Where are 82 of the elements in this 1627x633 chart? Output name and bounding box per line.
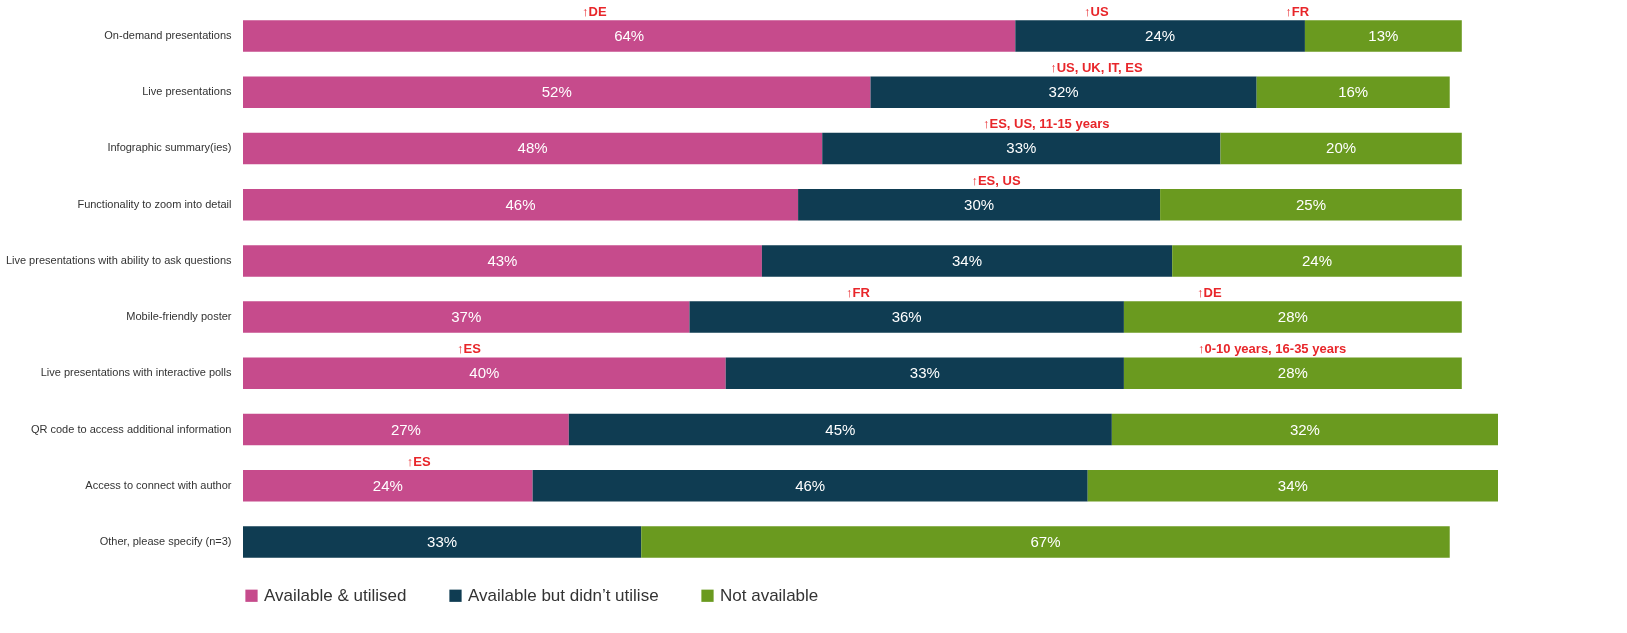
bar	[1172, 245, 1462, 277]
annotation: ↑0-10 years, 16-35 years	[1198, 341, 1347, 357]
y-tick-label: On-demand presentations	[104, 28, 232, 41]
bar	[761, 245, 1173, 277]
data-label: 27%	[390, 420, 421, 438]
y-tick-label: Live presentations with ability to ask questions	[5, 253, 232, 266]
data-label: 33%	[909, 364, 940, 382]
data-label: 34%	[952, 251, 983, 269]
bar	[243, 470, 533, 502]
data-label: 24%	[372, 476, 403, 494]
data-label: 43%	[487, 251, 518, 269]
data-label: 34%	[1277, 476, 1308, 494]
annotation: ↑DE	[582, 3, 608, 19]
bar	[1304, 20, 1462, 52]
data-label: 37%	[451, 308, 482, 326]
data-label: 46%	[505, 195, 536, 213]
bar	[641, 526, 1450, 558]
data-label: 24%	[1301, 251, 1333, 269]
annotation: ↑FR	[846, 285, 871, 301]
data-label: 32%	[1048, 83, 1079, 101]
bar	[243, 357, 726, 390]
legend-label: Available but didn’t utilise	[468, 585, 659, 605]
bar	[1220, 132, 1462, 165]
data-label: 25%	[1295, 195, 1326, 213]
annotation: ↑ES, US, 11-15 years	[982, 116, 1110, 132]
y-tick-label: Access to connect with author	[85, 478, 232, 491]
data-label: 67%	[1030, 533, 1061, 551]
bar	[243, 20, 1016, 52]
data-label: 33%	[1006, 139, 1037, 157]
annotation: ↑ES	[456, 341, 482, 357]
bar	[243, 188, 799, 221]
data-label: 33%	[427, 533, 458, 551]
bar	[1087, 470, 1498, 502]
legend-label: Available & utilised	[264, 585, 407, 605]
bar	[532, 470, 1088, 502]
annotation: ↑DE	[1197, 285, 1222, 301]
bar	[1160, 188, 1462, 221]
y-tick-label: Live presentations with interactive polls	[40, 366, 232, 379]
data-label: 24%	[1145, 26, 1176, 44]
data-label: 20%	[1326, 139, 1357, 157]
bar	[1015, 20, 1305, 52]
y-tick-label: Other, please specify (n=3)	[99, 535, 232, 548]
bar	[243, 132, 823, 165]
annotation: ↑ES	[406, 453, 431, 469]
bar	[568, 413, 1112, 446]
y-tick-label: Mobile-friendly poster	[126, 310, 232, 323]
bar	[1256, 76, 1450, 108]
data-label: 64%	[614, 26, 645, 44]
bar	[870, 76, 1257, 108]
bar	[1123, 301, 1462, 333]
bar	[1123, 357, 1462, 390]
bar	[689, 301, 1124, 333]
bar	[243, 413, 569, 446]
y-tick-label: Live presentations	[142, 85, 232, 98]
data-label: 32%	[1289, 420, 1320, 438]
data-label: 16%	[1338, 83, 1369, 101]
annotation: ↑FR	[1285, 3, 1310, 19]
data-label: 28%	[1277, 364, 1308, 382]
y-tick-label: Functionality to zoom into detail	[77, 197, 232, 210]
bar	[1111, 413, 1498, 446]
legend-label: Not available	[720, 585, 819, 605]
bar	[243, 526, 642, 558]
data-label: 30%	[964, 195, 995, 213]
data-label: 48%	[517, 139, 548, 157]
bar	[822, 132, 1221, 165]
annotation: ↑US	[1084, 3, 1110, 19]
bar	[725, 357, 1124, 390]
data-label: 40%	[469, 364, 500, 382]
data-label: 36%	[891, 308, 922, 326]
data-label: 28%	[1277, 308, 1308, 326]
bar	[243, 245, 762, 277]
annotation: ↑US, UK, IT, ES	[1050, 60, 1143, 76]
bar	[243, 76, 871, 108]
y-tick-label: QR code to access additional information	[30, 422, 232, 435]
data-label: 52%	[541, 83, 572, 101]
bar	[243, 301, 690, 333]
data-label: 13%	[1368, 26, 1399, 44]
data-label: 45%	[825, 420, 856, 438]
annotation: ↑ES, US	[971, 172, 1021, 188]
data-label: 46%	[795, 476, 826, 494]
bar	[798, 188, 1161, 221]
y-tick-label: Infographic summary(ies)	[107, 141, 232, 154]
